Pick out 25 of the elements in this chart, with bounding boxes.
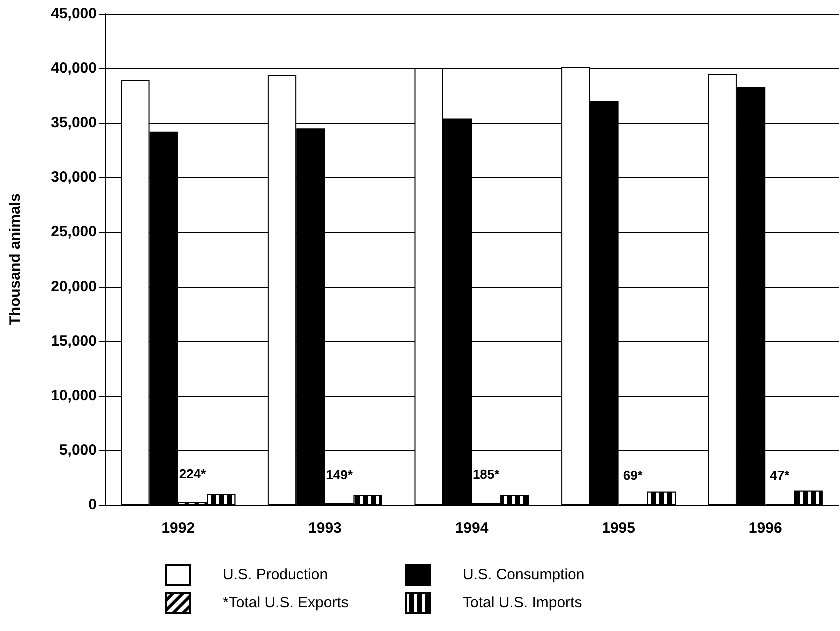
data-label: 149*: [326, 467, 354, 482]
y-tick-label: 35,000: [51, 114, 97, 132]
y-tick-label: 15,000: [51, 332, 97, 350]
legend-label: U.S. Consumption: [463, 566, 585, 584]
legend-label: U.S. Production: [223, 566, 328, 584]
y-tick-label: 45,000: [51, 6, 97, 22]
x-tick-label: 1992: [162, 520, 196, 537]
y-tick-label: 10,000: [51, 387, 97, 404]
x-tick-label: 1993: [308, 520, 342, 537]
x-tick-label: 1994: [455, 520, 490, 537]
y-tick-label: 5,000: [59, 442, 97, 459]
y-tick-label: 0: [88, 496, 97, 514]
y-tick-label: 20,000: [51, 278, 97, 296]
legend-label: *Total U.S. Exports: [223, 594, 349, 612]
y-tick-label: 30,000: [51, 169, 97, 186]
data-label: 185*: [472, 466, 501, 482]
y-axis-title: Thousand animals: [7, 194, 24, 326]
data-label: 224*: [179, 466, 208, 482]
data-label: 47*: [770, 468, 791, 484]
y-tick-label: 25,000: [51, 224, 97, 241]
y-tick-label: 40,000: [51, 60, 97, 78]
x-tick-label: 1996: [748, 520, 782, 537]
data-label: 69*: [623, 468, 644, 484]
legend-label: Total U.S. Imports: [463, 594, 582, 612]
x-tick-label: 1995: [602, 520, 636, 537]
